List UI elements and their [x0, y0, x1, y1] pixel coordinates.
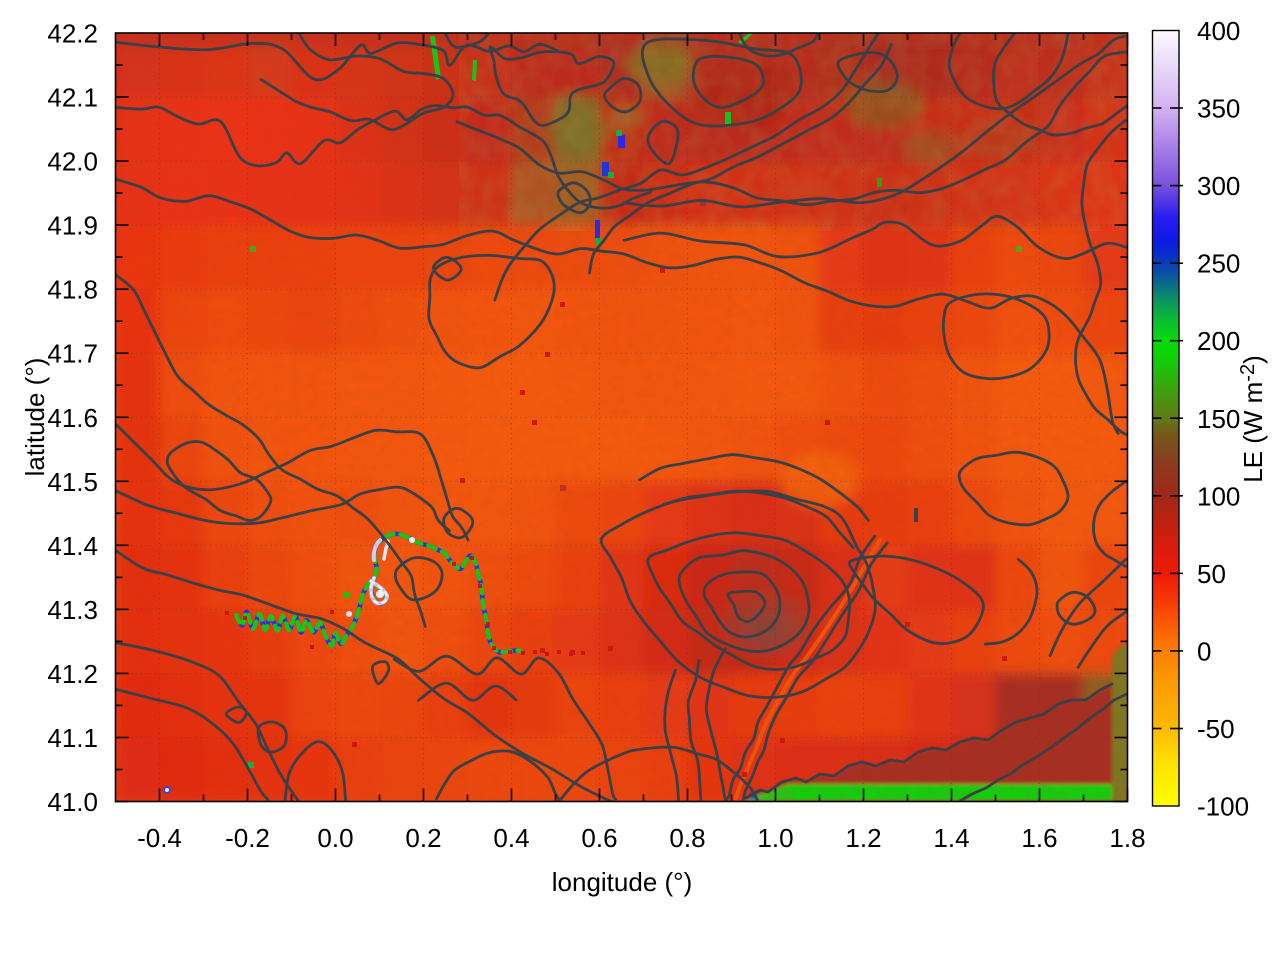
svg-text:350: 350 [1197, 94, 1240, 124]
svg-text:41.4: 41.4 [47, 531, 98, 561]
svg-text:41.7: 41.7 [47, 339, 98, 369]
svg-text:0.6: 0.6 [581, 823, 617, 853]
svg-text:1.6: 1.6 [1021, 823, 1057, 853]
svg-text:41.6: 41.6 [47, 403, 98, 433]
svg-text:50: 50 [1197, 559, 1226, 589]
svg-text:longitude (°): longitude (°) [552, 867, 692, 897]
svg-text:41.2: 41.2 [47, 659, 98, 689]
svg-text:0.0: 0.0 [317, 823, 353, 853]
svg-text:1.8: 1.8 [1109, 823, 1145, 853]
svg-text:latitude (°): latitude (°) [20, 358, 50, 477]
svg-text:150: 150 [1197, 404, 1240, 434]
svg-text:200: 200 [1197, 326, 1240, 356]
svg-text:41.9: 41.9 [47, 211, 98, 241]
svg-text:1.0: 1.0 [757, 823, 793, 853]
svg-text:-50: -50 [1197, 714, 1235, 744]
svg-text:0.8: 0.8 [669, 823, 705, 853]
svg-text:250: 250 [1197, 249, 1240, 279]
svg-text:0.2: 0.2 [405, 823, 441, 853]
svg-text:42.1: 42.1 [47, 83, 98, 113]
svg-text:1.2: 1.2 [845, 823, 881, 853]
svg-text:0.4: 0.4 [493, 823, 529, 853]
svg-text:100: 100 [1197, 481, 1240, 511]
svg-text:41.1: 41.1 [47, 723, 98, 753]
svg-text:300: 300 [1197, 171, 1240, 201]
svg-text:41.8: 41.8 [47, 275, 98, 305]
svg-text:42.0: 42.0 [47, 147, 98, 177]
svg-text:41.5: 41.5 [47, 467, 98, 497]
svg-text:41.0: 41.0 [47, 787, 98, 817]
svg-text:-0.2: -0.2 [225, 823, 270, 853]
svg-text:42.2: 42.2 [47, 19, 98, 49]
svg-text:LE (W m-2): LE (W m-2) [1237, 355, 1268, 483]
svg-text:1.4: 1.4 [933, 823, 969, 853]
svg-text:-100: -100 [1197, 792, 1249, 822]
svg-text:400: 400 [1197, 16, 1240, 46]
svg-text:-0.4: -0.4 [137, 823, 182, 853]
svg-text:41.3: 41.3 [47, 595, 98, 625]
svg-text:0: 0 [1197, 636, 1211, 666]
